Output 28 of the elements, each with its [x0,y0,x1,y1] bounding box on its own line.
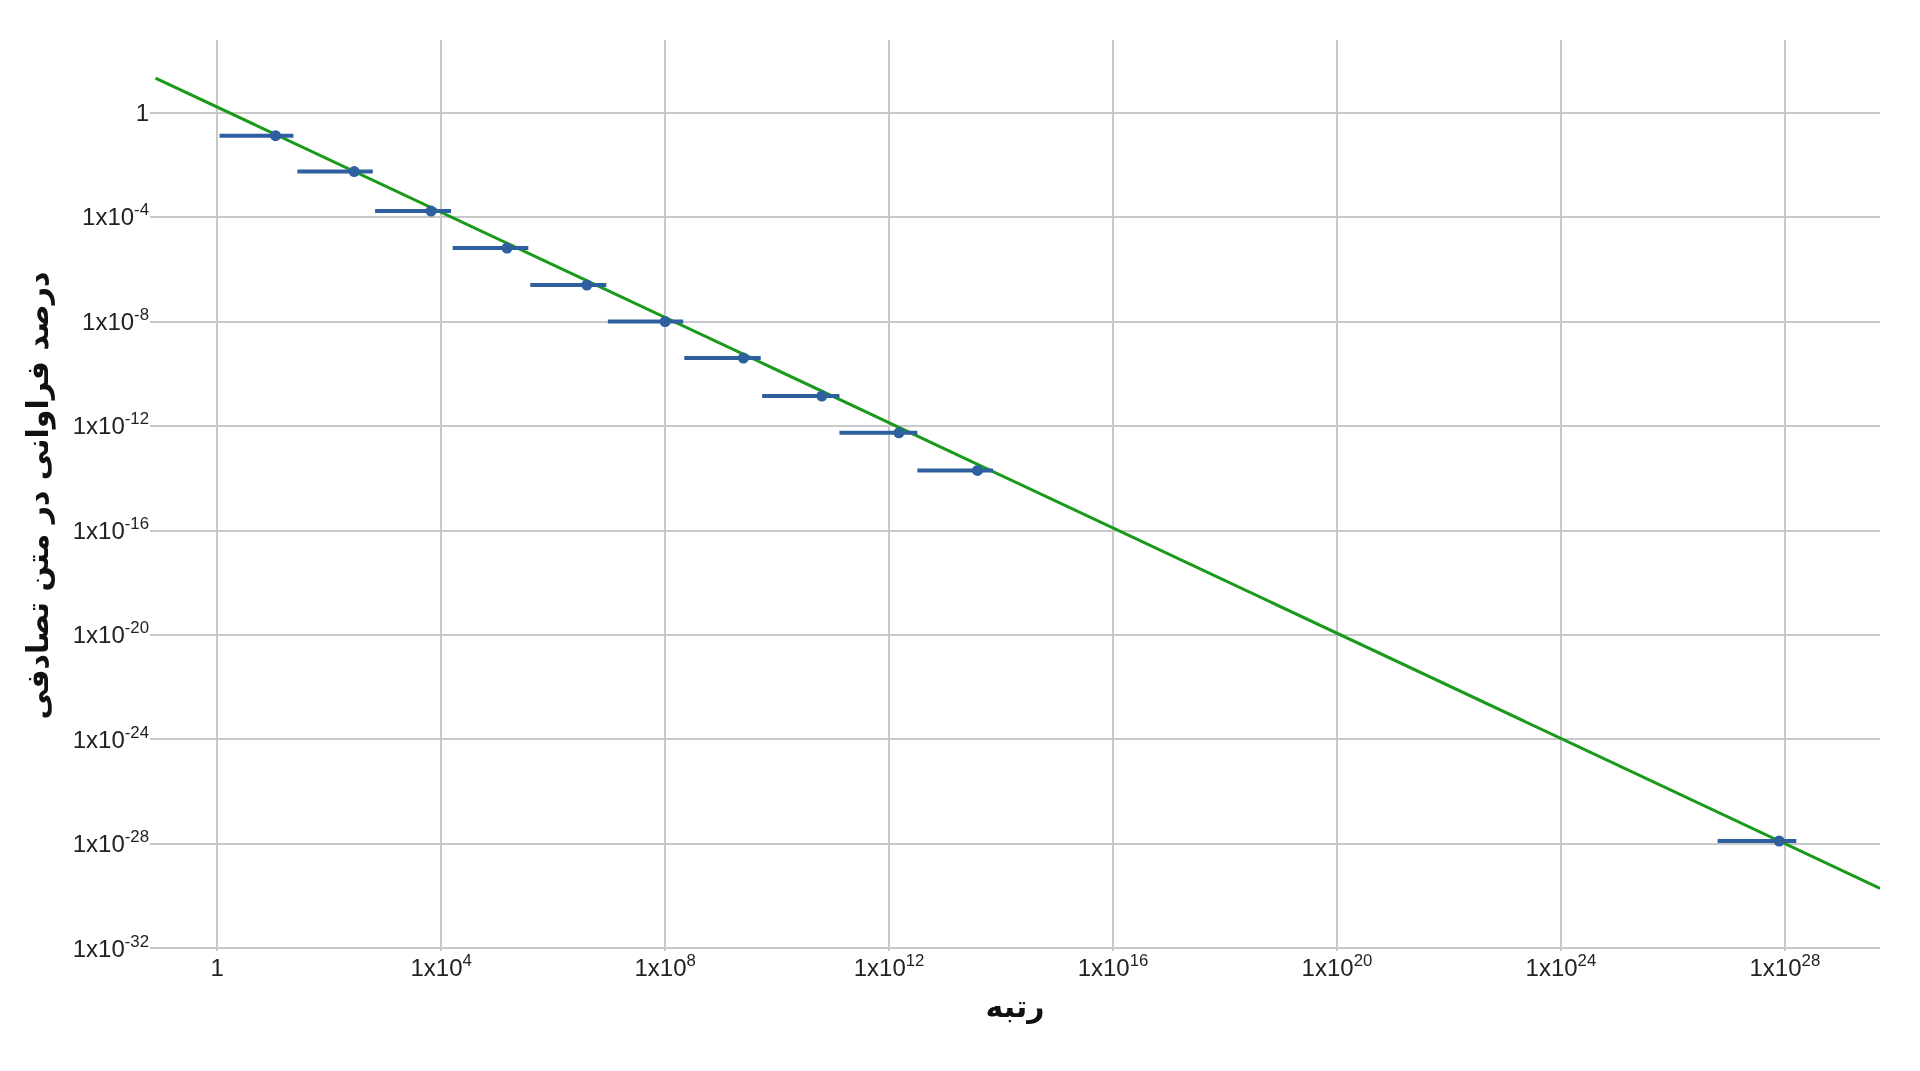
point [893,427,905,439]
point [348,166,360,178]
x-tick-label: 1x10$^{4}$ [410,950,472,981]
x-tick-label: 1x10$^{24}$ [1525,950,1597,981]
point [581,279,593,291]
y-tick-label: 1x10$^{-12}$ [72,409,149,440]
y-tick-label: 1x10$^{-20}$ [72,618,149,649]
x-tick-label: 1x10$^{20}$ [1301,950,1373,981]
y-tick-label: 1x10$^{-28}$ [72,827,149,858]
y-tick-label: 1x10$^{-4}$ [82,200,149,231]
x-tick-label: 1x10$^{16}$ [1077,950,1149,981]
point [270,130,282,142]
x-tick-label: 1 [210,954,224,981]
y-tick-label: 1 [135,98,149,126]
x-axis-title: رتبه [985,988,1045,1024]
x-tick-label: 1x10$^{28}$ [1749,950,1821,981]
x-tick-label: 1x10$^{12}$ [853,950,925,981]
y-tick-label: 1x10$^{-8}$ [82,304,149,335]
x-tick-label: 1x10$^{8}$ [634,950,696,981]
y-tick-label: 1x10$^{-24}$ [72,722,149,753]
y-tick-label: 1x10$^{-32}$ [72,931,149,962]
y-axis-title: درصد فراوانی در متن تصادفی [19,271,56,720]
point [659,316,671,328]
y-tick-label: 1x10$^{-16}$ [72,513,149,544]
point [816,390,828,402]
point [425,205,437,217]
point [737,352,749,364]
point [972,464,984,476]
